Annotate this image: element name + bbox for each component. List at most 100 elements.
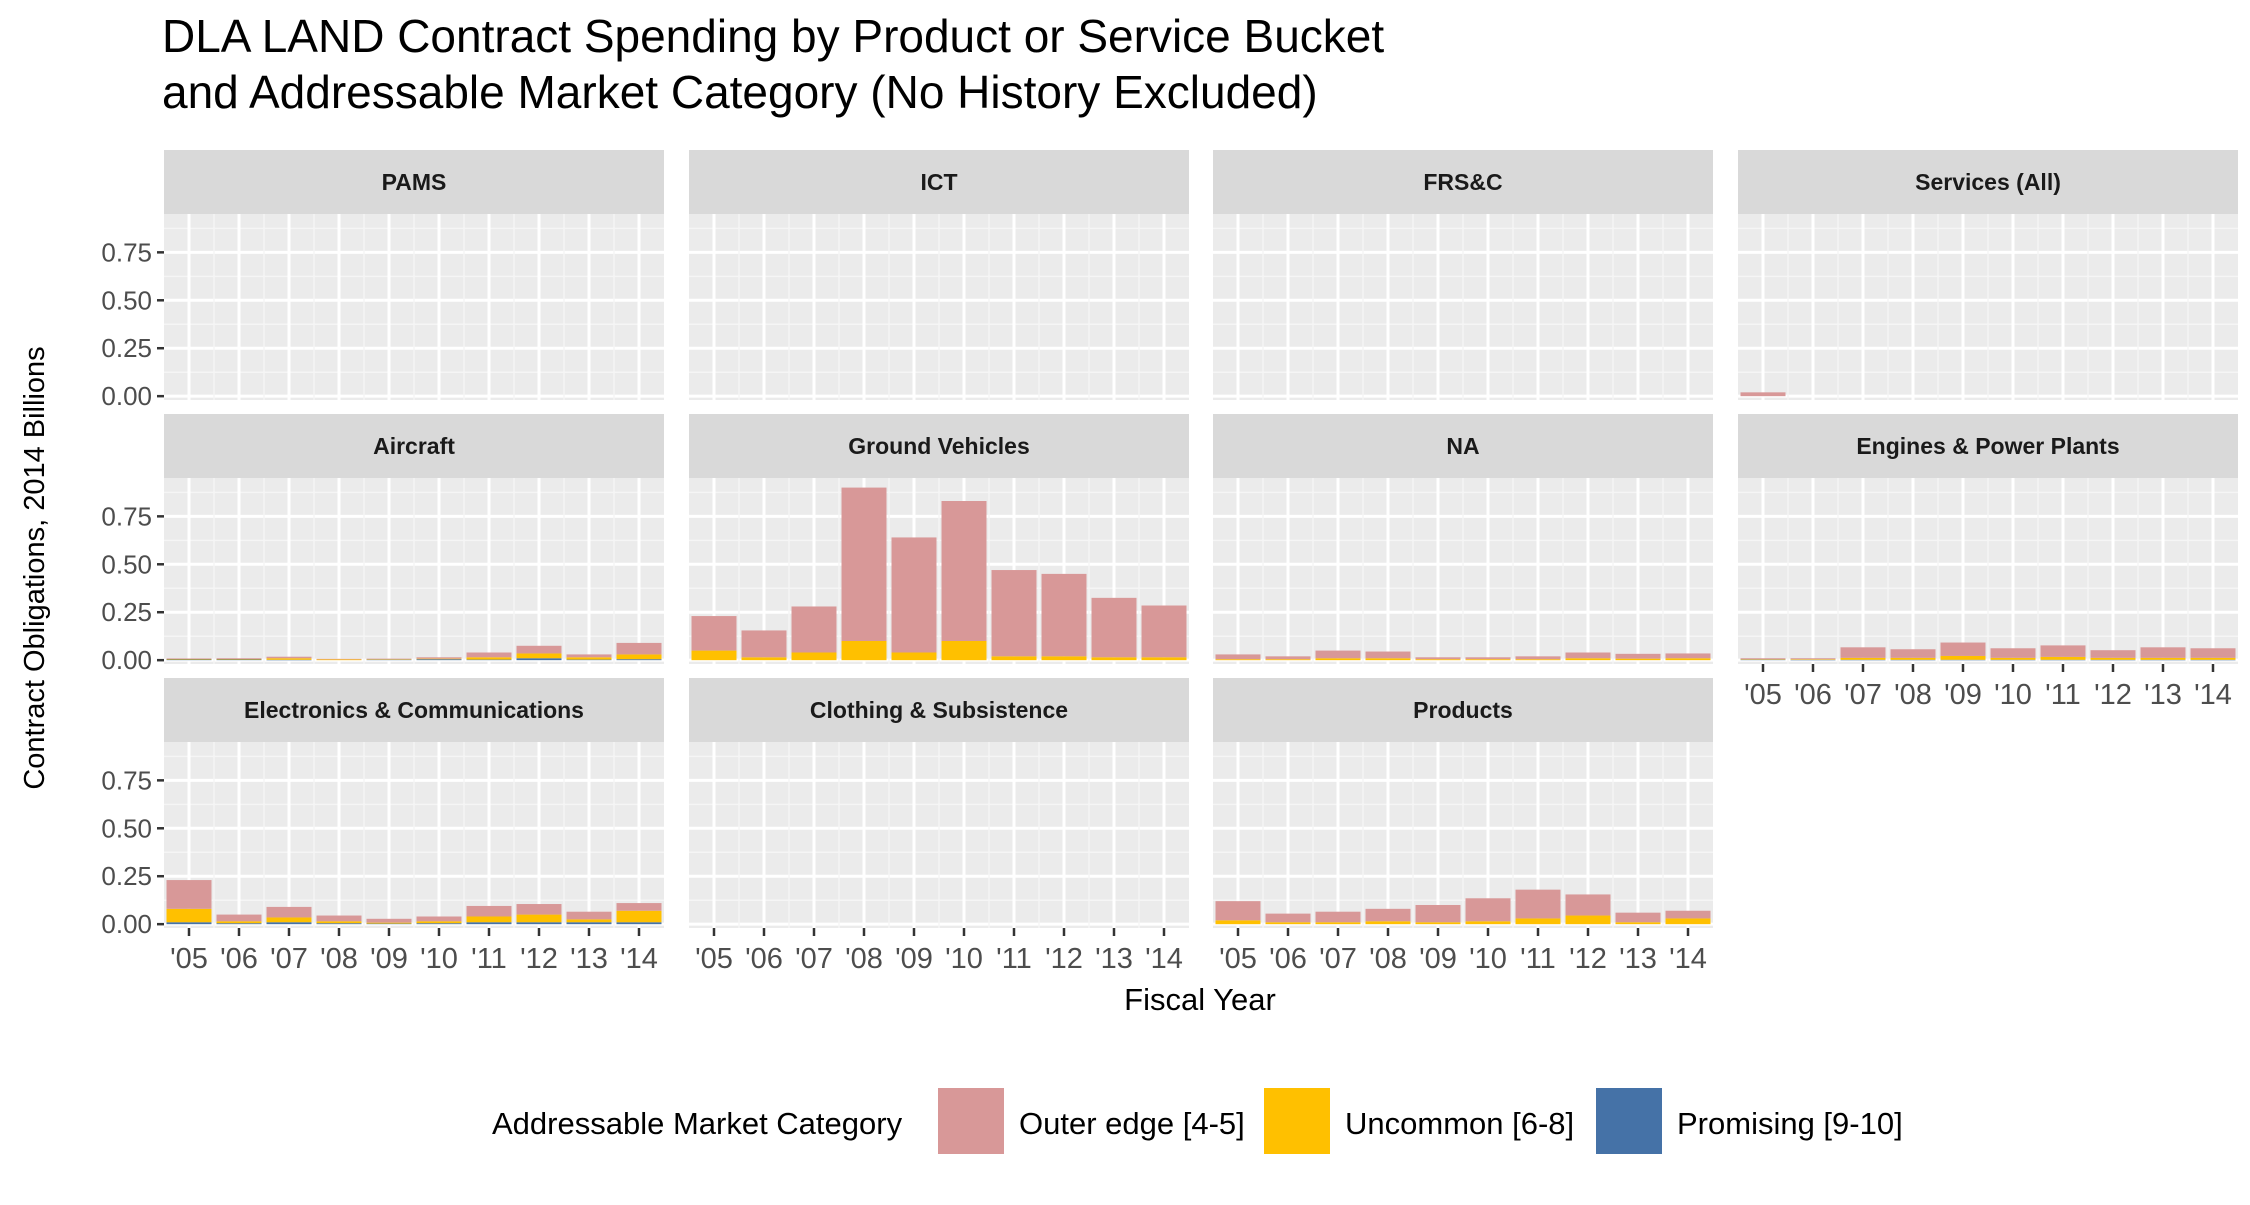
x-tick-label: '09 bbox=[370, 943, 408, 975]
bar-segment bbox=[891, 652, 937, 661]
bar-segment bbox=[1840, 647, 1886, 658]
bar-segment bbox=[1265, 659, 1311, 661]
bar-segment bbox=[941, 640, 987, 661]
y-tick-label: 0.25 bbox=[101, 333, 152, 363]
bar-segment bbox=[416, 658, 462, 660]
x-tick-label: '10 bbox=[945, 943, 983, 975]
bar-segment bbox=[216, 923, 262, 925]
bar-segment bbox=[616, 659, 662, 661]
bar-segment bbox=[616, 910, 662, 923]
bar-segment bbox=[566, 657, 612, 660]
x-tick-label: '11 bbox=[2045, 679, 2081, 711]
bar-segment bbox=[1740, 659, 1786, 660]
x-tick-label: '08 bbox=[1369, 943, 1407, 975]
panels-layer: PAMS 0.00 0.25 0.50 0.75 ICT FRS&C Services (Al… bbox=[101, 150, 2238, 975]
y-tick-label: 0.25 bbox=[101, 597, 152, 627]
facet-panel: Products '05 '06 '07 '08 '09 '10 '11 '12 '13 '14 bbox=[1213, 678, 1713, 975]
bar-segment bbox=[2190, 648, 2236, 658]
y-tick-label: 0.50 bbox=[101, 813, 152, 843]
x-tick-label: '05 bbox=[1219, 943, 1257, 975]
bar-segment bbox=[1415, 657, 1461, 660]
bar-segment bbox=[1565, 658, 1611, 661]
legend-label: Promising [9-10] bbox=[1677, 1106, 1903, 1141]
facet-title: Services (All) bbox=[1915, 169, 2061, 195]
bar-segment bbox=[166, 658, 212, 660]
bar-segment bbox=[1265, 922, 1311, 925]
bar-segment bbox=[841, 487, 887, 641]
facet-panel: Ground Vehicles bbox=[689, 414, 1189, 664]
bar-segment bbox=[516, 922, 562, 925]
bar-segment bbox=[516, 645, 562, 654]
bar-segment bbox=[366, 659, 412, 660]
y-tick-label: 0.00 bbox=[101, 909, 152, 939]
bar-segment bbox=[1840, 659, 1886, 661]
bar-segment bbox=[416, 916, 462, 922]
bar-segment bbox=[366, 918, 412, 923]
bar-segment bbox=[616, 654, 662, 660]
x-tick-label: '05 bbox=[170, 943, 208, 975]
x-tick-label: '06 bbox=[1269, 943, 1307, 975]
x-tick-label: '14 bbox=[1145, 943, 1183, 975]
x-tick-label: '11 bbox=[1520, 943, 1556, 975]
bar-segment bbox=[1215, 654, 1261, 660]
legend-label: Uncommon [6-8] bbox=[1345, 1106, 1574, 1141]
bar-segment bbox=[1365, 908, 1411, 922]
y-tick-label: 0.50 bbox=[101, 549, 152, 579]
bar-segment bbox=[1465, 659, 1511, 661]
bar-segment bbox=[1215, 920, 1261, 925]
facet-title: Products bbox=[1413, 697, 1513, 723]
x-tick-label: '07 bbox=[795, 943, 833, 975]
bar-segment bbox=[266, 659, 312, 661]
bar-segment bbox=[741, 657, 787, 661]
facet-title: Engines & Power Plants bbox=[1856, 433, 2119, 459]
bar-segment bbox=[1365, 651, 1411, 659]
y-tick-label: 0.75 bbox=[101, 765, 152, 795]
bar-segment bbox=[566, 659, 612, 661]
legend-swatch bbox=[1596, 1088, 1662, 1154]
facet-panel: NA bbox=[1213, 414, 1713, 664]
x-tick-label: '14 bbox=[2194, 679, 2232, 711]
bar-segment bbox=[466, 922, 512, 925]
facet-strip bbox=[1738, 414, 2238, 478]
x-tick-label: '10 bbox=[1994, 679, 2032, 711]
bar-segment bbox=[1315, 650, 1361, 659]
bar-segment bbox=[166, 659, 212, 660]
facet-strip bbox=[1738, 150, 2238, 214]
bar-segment bbox=[1940, 659, 1986, 661]
x-tick-label: '12 bbox=[1045, 943, 1083, 975]
facet-panel: Clothing & Subsistence '05 '06 '07 '08 '09 '10… bbox=[689, 678, 1189, 975]
x-tick-label: '09 bbox=[1419, 943, 1457, 975]
bar-segment bbox=[466, 916, 512, 923]
bar-segment bbox=[1265, 656, 1311, 660]
bar-segment bbox=[1990, 659, 2036, 661]
y-tick-label: 0.00 bbox=[101, 645, 152, 675]
facet-title: ICT bbox=[920, 169, 957, 195]
y-tick-label: 0.00 bbox=[101, 381, 152, 411]
bar-segment bbox=[2190, 659, 2236, 661]
bar-segment bbox=[166, 908, 212, 923]
x-tick-label: '05 bbox=[1744, 679, 1782, 711]
bar-segment bbox=[1565, 652, 1611, 659]
bar-segment bbox=[516, 904, 562, 915]
bar-segment bbox=[1415, 659, 1461, 661]
x-tick-label: '12 bbox=[1569, 943, 1607, 975]
x-tick-label: '12 bbox=[2094, 679, 2132, 711]
bar-segment bbox=[566, 922, 612, 925]
facet-strip bbox=[689, 414, 1189, 478]
x-tick-label: '13 bbox=[1619, 943, 1657, 975]
bar-segment bbox=[466, 657, 512, 660]
bar-segment bbox=[1990, 648, 2036, 658]
legend-title: Addressable Market Category bbox=[492, 1106, 903, 1141]
bar-segment bbox=[316, 658, 362, 660]
bar-segment bbox=[266, 922, 312, 925]
facet-panel: Services (All) bbox=[1738, 150, 2238, 400]
bar-segment bbox=[1890, 649, 1936, 658]
facet-title: Clothing & Subsistence bbox=[810, 697, 1068, 723]
y-tick-label: 0.50 bbox=[101, 285, 152, 315]
facet-strip bbox=[689, 678, 1189, 742]
facet-strip bbox=[1213, 678, 1713, 742]
facet-title: Electronics & Communications bbox=[244, 697, 584, 723]
bar-segment bbox=[266, 658, 312, 660]
